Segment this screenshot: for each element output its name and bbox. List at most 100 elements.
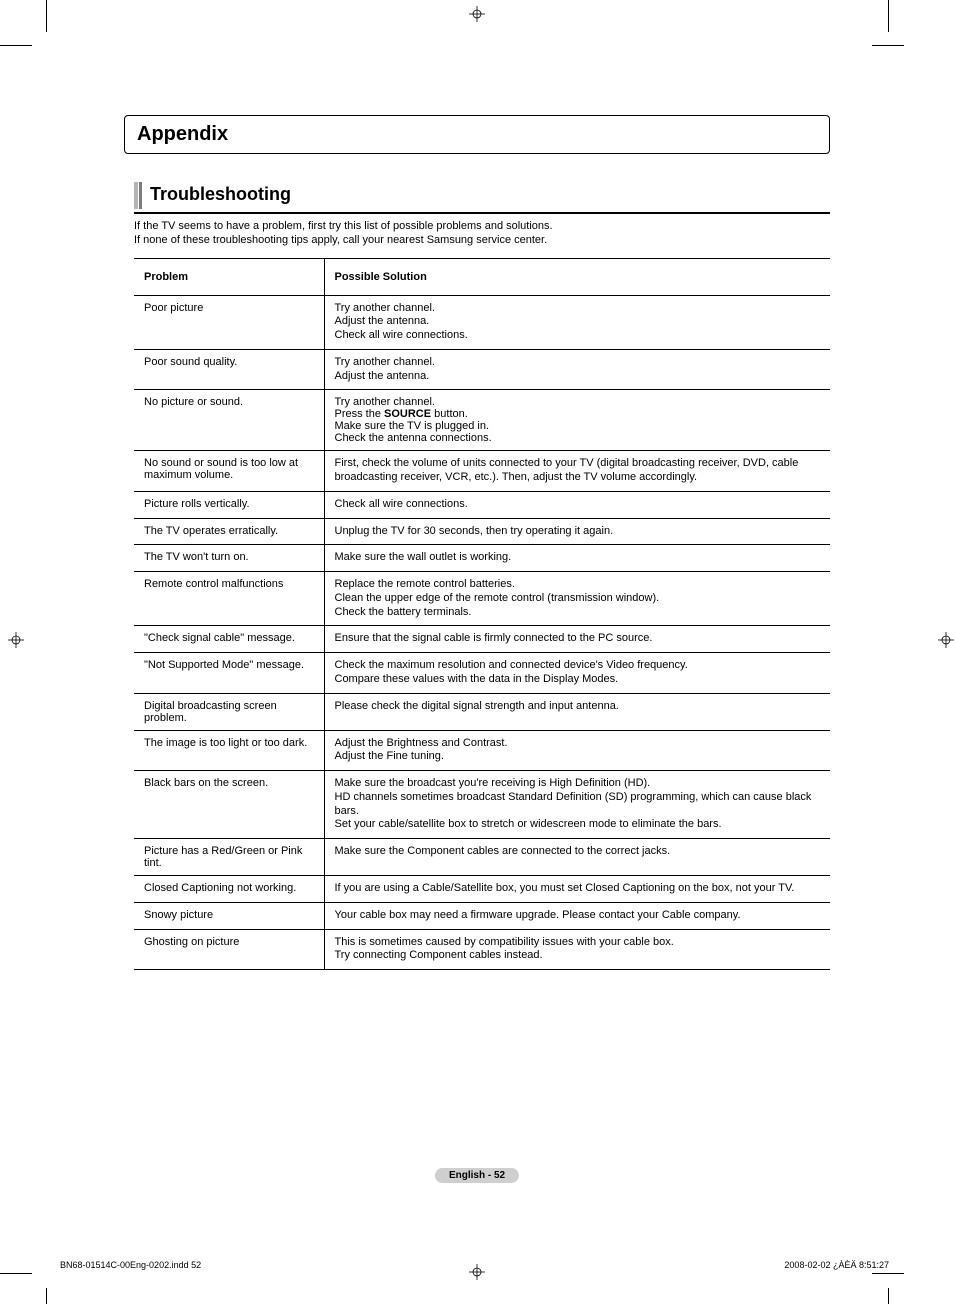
solution-line: Your cable box may need a firmware upgra… [335,909,821,923]
intro-line: If the TV seems to have a problem, first… [134,220,830,234]
table-row: The TV won't turn on. Make sure the wall … [134,545,830,572]
problem-cell: Black bars on the screen. [134,771,324,839]
solution-line: Replace the remote control batteries. [335,578,821,592]
solution-line: HD channels sometimes broadcast Standard… [335,791,821,819]
solution-line: Check all wire connections. [335,498,821,512]
solution-cell: Try another channel.Adjust the antenna.C… [324,295,830,349]
registration-mark-icon [938,632,954,648]
solution-line: Adjust the Brightness and Contrast. [335,737,821,751]
solution-line: Try connecting Component cables instead. [335,949,821,963]
solution-cell: Check the maximum resolution and connect… [324,653,830,694]
page-number-pill: English - 52 [435,1168,519,1183]
solution-line: Adjust the antenna. [335,370,821,384]
solution-line: Unplug the TV for 30 seconds, then try o… [335,525,821,539]
solution-cell: Check all wire connections. [324,491,830,518]
intro-line: If none of these troubleshooting tips ap… [134,234,830,248]
table-row: Remote control malfunctionsReplace the r… [134,572,830,626]
solution-line: Try another channel. [335,302,821,316]
problem-cell: Remote control malfunctions [134,572,324,626]
solution-line: Adjust the antenna. [335,315,821,329]
problem-cell: Poor sound quality. [134,349,324,390]
solution-line: Check the maximum resolution and connect… [335,659,821,673]
col-header-solution: Possible Solution [324,258,830,295]
table-row: Closed Captioning not working. If you are… [134,876,830,903]
print-footer: BN68-01514C-00Eng-0202.indd 52 2008-02-0… [60,1260,889,1270]
solution-cell: Replace the remote control batteries.Cle… [324,572,830,626]
solution-cell: Try another channel.Adjust the antenna. [324,349,830,390]
page-content: Appendix Troubleshooting If the TV seems… [124,115,830,970]
solution-cell: Please check the digital signal strength… [324,693,830,730]
solution-line: Clean the upper edge of the remote contr… [335,592,821,606]
crop-mark [872,1273,904,1274]
crop-mark [46,0,47,32]
appendix-heading-box: Appendix [124,115,830,154]
crop-mark [0,45,32,46]
solution-line: Compare these values with the data in th… [335,673,821,687]
crop-mark [46,1288,47,1304]
crop-mark [872,45,904,46]
section-header: Troubleshooting [134,182,830,209]
solution-cell: If you are using a Cable/Satellite box, … [324,876,830,903]
problem-cell: Closed Captioning not working. [134,876,324,903]
appendix-title: Appendix [137,123,817,146]
table-row: Black bars on the screen. Make sure the b… [134,771,830,839]
crop-mark [0,1273,32,1274]
solution-line: Check the battery terminals. [335,606,821,620]
table-row: No picture or sound.Try another channel.… [134,390,830,451]
solution-line: Set your cable/satellite box to stretch … [335,818,821,832]
problem-cell: The TV operates erratically. [134,518,324,545]
table-row: The image is too light or too dark.Adjus… [134,730,830,771]
troubleshooting-table: Problem Possible Solution Poor pictureTr… [134,258,830,971]
solution-line: Try another channel. [335,356,821,370]
solution-line: Make sure the broadcast you're receiving… [335,777,821,791]
problem-cell: The TV won't turn on. [134,545,324,572]
solution-line: Please check the digital signal strength… [335,700,821,714]
solution-line: This is sometimes caused by compatibilit… [335,936,821,950]
solution-cell: Adjust the Brightness and Contrast.Adjus… [324,730,830,771]
section-accent-icon [134,182,142,209]
table-row: The TV operates erratically. Unplug the T… [134,518,830,545]
solution-line: If you are using a Cable/Satellite box, … [335,882,821,896]
table-header-row: Problem Possible Solution [134,258,830,295]
registration-mark-icon [8,632,24,648]
table-row: Ghosting on picture This is sometimes cau… [134,929,830,970]
solution-cell: Make sure the broadcast you're receiving… [324,771,830,839]
solution-cell: Ensure that the signal cable is firmly c… [324,626,830,653]
registration-mark-icon [469,6,485,22]
solution-cell: Your cable box may need a firmware upgra… [324,902,830,929]
crop-mark [888,1288,889,1304]
section-rule [134,212,830,214]
problem-cell: Digital broadcasting screen problem. [134,693,324,730]
crop-mark [888,0,889,32]
table-row: Poor pictureTry another channel.Adjust t… [134,295,830,349]
problem-cell: "Not Supported Mode" message. [134,653,324,694]
solution-cell: This is sometimes caused by compatibilit… [324,929,830,970]
solution-line: Adjust the Fine tuning. [335,750,821,764]
problem-cell: "Check signal cable" message. [134,626,324,653]
problem-cell: Picture has a Red/Green or Pink tint. [134,839,324,876]
solution-line: Make sure the wall outlet is working. [335,551,821,565]
table-row: Snowy pictureYour cable box may need a f… [134,902,830,929]
table-row: No sound or sound is too low at maximum … [134,451,830,492]
solution-cell: Make sure the wall outlet is working. [324,545,830,572]
table-row: Picture rolls vertically. Check all wire … [134,491,830,518]
footer-filename: BN68-01514C-00Eng-0202.indd 52 [60,1260,201,1270]
solution-line: Make sure the Component cables are conne… [335,845,821,859]
table-row: Picture has a Red/Green or Pink tint. Mak… [134,839,830,876]
problem-cell: Ghosting on picture [134,929,324,970]
table-row: Poor sound quality.Try another channel.A… [134,349,830,390]
problem-cell: Poor picture [134,295,324,349]
problem-cell: Picture rolls vertically. [134,491,324,518]
solution-line: Ensure that the signal cable is firmly c… [335,632,821,646]
col-header-problem: Problem [134,258,324,295]
solution-cell: Unplug the TV for 30 seconds, then try o… [324,518,830,545]
section-title: Troubleshooting [150,182,291,209]
solution-cell: Make sure the Component cables are conne… [324,839,830,876]
table-row: Digital broadcasting screen problem. Plea… [134,693,830,730]
problem-cell: The image is too light or too dark. [134,730,324,771]
solution-line: Check all wire connections. [335,329,821,343]
problem-cell: No picture or sound. [134,390,324,451]
footer-timestamp: 2008-02-02 ¿ÀÈÄ 8:51:27 [784,1260,889,1270]
solution-cell: Try another channel.Press the SOURCE but… [324,390,830,451]
solution-line: First, check the volume of units connect… [335,457,821,485]
